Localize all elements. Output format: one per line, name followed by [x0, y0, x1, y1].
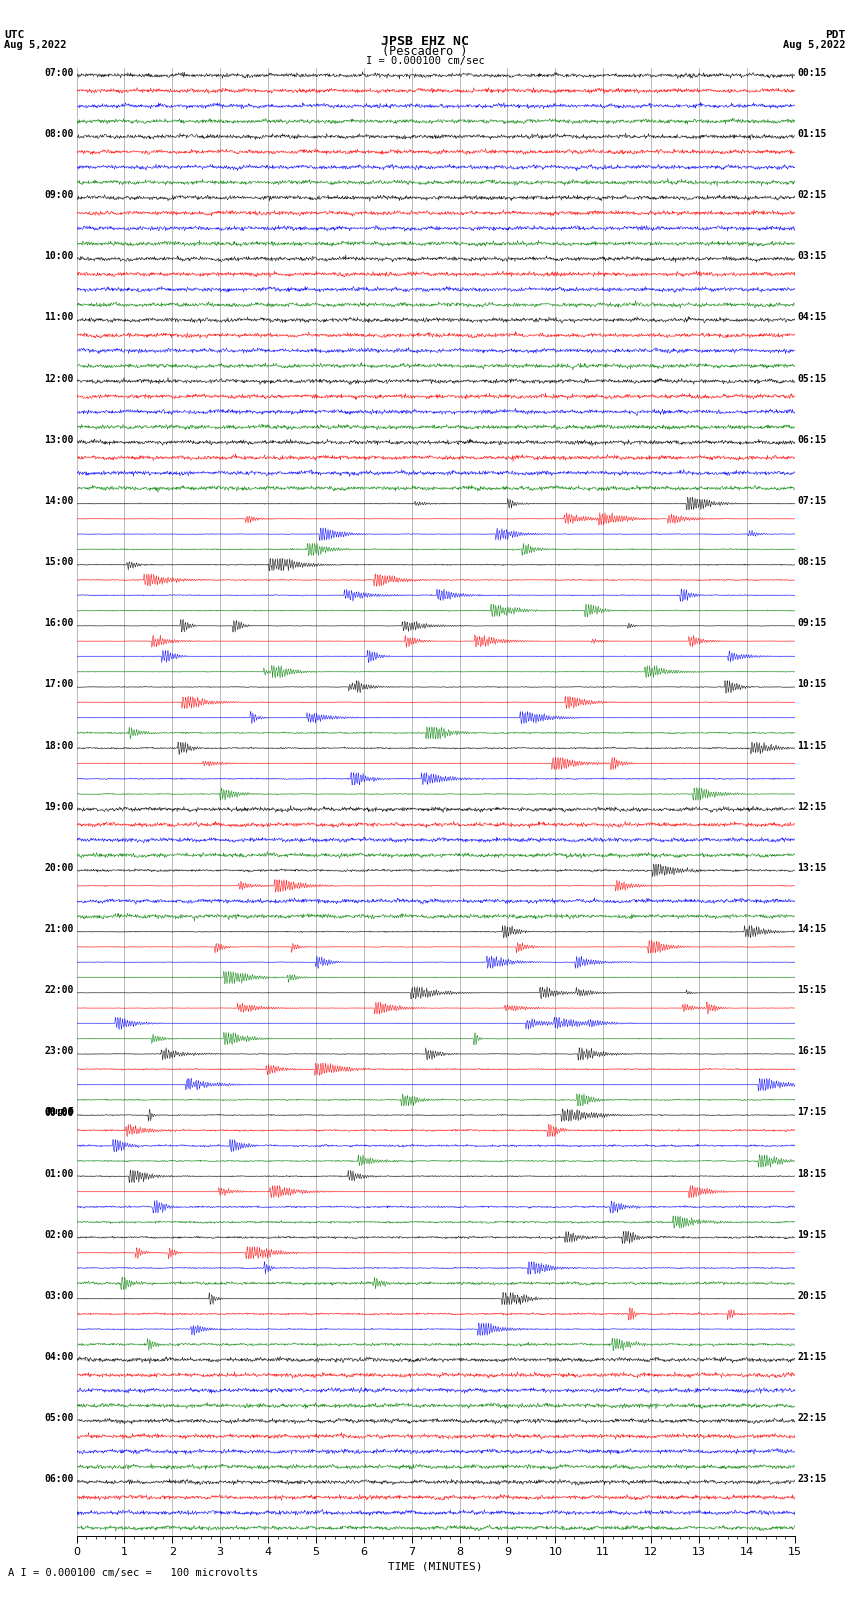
Text: 04:15: 04:15	[797, 313, 827, 323]
Text: 18:15: 18:15	[797, 1168, 827, 1179]
Text: 05:00: 05:00	[44, 1413, 74, 1423]
Text: 01:15: 01:15	[797, 129, 827, 139]
Text: 15:00: 15:00	[44, 556, 74, 568]
Text: 19:00: 19:00	[44, 802, 74, 811]
Text: 13:15: 13:15	[797, 863, 827, 873]
Text: A I = 0.000100 cm/sec =   100 microvolts: A I = 0.000100 cm/sec = 100 microvolts	[8, 1568, 258, 1578]
Text: JPSB EHZ NC: JPSB EHZ NC	[381, 35, 469, 48]
Text: UTC: UTC	[4, 31, 25, 40]
Text: PDT: PDT	[825, 31, 846, 40]
Text: 21:00: 21:00	[44, 924, 74, 934]
Text: 04:00: 04:00	[44, 1352, 74, 1361]
Text: (Pescadero ): (Pescadero )	[382, 45, 468, 58]
Text: Aug 5,2022: Aug 5,2022	[783, 40, 846, 50]
Text: 03:15: 03:15	[797, 252, 827, 261]
Text: 02:15: 02:15	[797, 190, 827, 200]
Text: 03:00: 03:00	[44, 1290, 74, 1302]
Text: 06:00: 06:00	[44, 1474, 74, 1484]
Text: 18:00: 18:00	[44, 740, 74, 750]
Text: 17:15: 17:15	[797, 1108, 827, 1118]
Text: 08:00: 08:00	[44, 129, 74, 139]
Text: 09:15: 09:15	[797, 618, 827, 627]
Text: 00:15: 00:15	[797, 68, 827, 77]
Text: 08:15: 08:15	[797, 556, 827, 568]
Text: 07:15: 07:15	[797, 495, 827, 506]
X-axis label: TIME (MINUTES): TIME (MINUTES)	[388, 1561, 483, 1571]
Text: 16:00: 16:00	[44, 618, 74, 627]
Text: Aug 6: Aug 6	[47, 1108, 74, 1116]
Text: 02:00: 02:00	[44, 1229, 74, 1240]
Text: 21:15: 21:15	[797, 1352, 827, 1361]
Text: 09:00: 09:00	[44, 190, 74, 200]
Text: 10:15: 10:15	[797, 679, 827, 689]
Text: 16:15: 16:15	[797, 1047, 827, 1057]
Text: 12:00: 12:00	[44, 374, 74, 384]
Text: 22:00: 22:00	[44, 986, 74, 995]
Text: 00:00: 00:00	[44, 1108, 74, 1118]
Text: Aug 5,2022: Aug 5,2022	[4, 40, 67, 50]
Text: 07:00: 07:00	[44, 68, 74, 77]
Text: 01:00: 01:00	[44, 1168, 74, 1179]
Text: 22:15: 22:15	[797, 1413, 827, 1423]
Text: 11:15: 11:15	[797, 740, 827, 750]
Text: I = 0.000100 cm/sec: I = 0.000100 cm/sec	[366, 56, 484, 66]
Text: 23:15: 23:15	[797, 1474, 827, 1484]
Text: 14:15: 14:15	[797, 924, 827, 934]
Text: 10:00: 10:00	[44, 252, 74, 261]
Text: 14:00: 14:00	[44, 495, 74, 506]
Text: 20:00: 20:00	[44, 863, 74, 873]
Text: 05:15: 05:15	[797, 374, 827, 384]
Text: 00:00: 00:00	[44, 1108, 74, 1118]
Text: 20:15: 20:15	[797, 1290, 827, 1302]
Text: 17:00: 17:00	[44, 679, 74, 689]
Text: 15:15: 15:15	[797, 986, 827, 995]
Text: 12:15: 12:15	[797, 802, 827, 811]
Text: 11:00: 11:00	[44, 313, 74, 323]
Text: 13:00: 13:00	[44, 436, 74, 445]
Text: 06:15: 06:15	[797, 436, 827, 445]
Text: 23:00: 23:00	[44, 1047, 74, 1057]
Text: 19:15: 19:15	[797, 1229, 827, 1240]
